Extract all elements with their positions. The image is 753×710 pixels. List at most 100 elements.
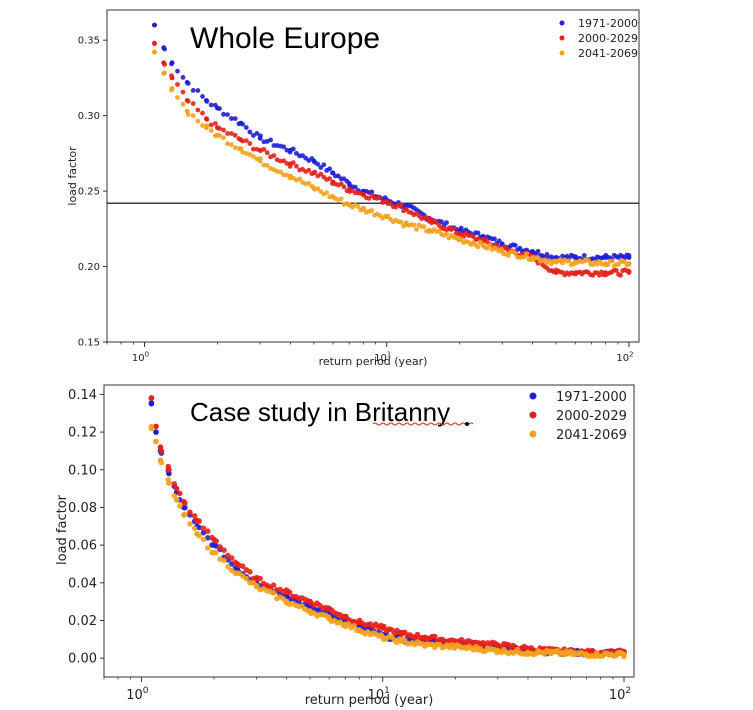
data-point [152, 49, 157, 55]
data-point [475, 645, 482, 652]
data-point [283, 598, 290, 605]
data-point [326, 606, 333, 612]
data-point [414, 226, 419, 232]
data-point [553, 259, 559, 265]
data-point [342, 613, 349, 620]
data-point [253, 576, 260, 582]
data-point [225, 563, 231, 570]
data-point [232, 116, 238, 121]
data-point [166, 480, 172, 486]
data-point [204, 98, 209, 103]
data-point [251, 133, 256, 138]
data-point [399, 638, 405, 644]
data-point [208, 102, 214, 108]
data-point [346, 187, 352, 193]
data-point [384, 214, 390, 220]
data-point [512, 242, 518, 248]
data-point [148, 401, 155, 407]
data-point [181, 499, 187, 505]
data-point [495, 647, 501, 654]
x-tick-label: 102 [609, 686, 631, 703]
data-point [247, 141, 253, 146]
data-point [586, 258, 591, 263]
data-point [427, 218, 432, 224]
data-point [609, 258, 615, 264]
data-point [432, 633, 438, 640]
data-point [243, 151, 249, 156]
data-point [195, 88, 201, 93]
data-point [153, 429, 159, 435]
data-point [264, 150, 270, 156]
data-point [614, 268, 619, 273]
data-point [427, 227, 432, 233]
data-point [581, 253, 587, 258]
data-point [247, 129, 253, 135]
data-point [257, 147, 263, 153]
data-point [506, 252, 511, 258]
data-point [288, 173, 293, 179]
data-point [213, 121, 218, 126]
data-point [187, 521, 193, 527]
x-axis-label: return period (year) [305, 693, 434, 708]
data-point [264, 162, 270, 168]
data-point [326, 615, 333, 622]
data-point [422, 634, 429, 641]
legend-item: 2000-2029 [529, 409, 627, 424]
data-point [360, 191, 366, 197]
data-point [351, 623, 357, 629]
y-ticks-top: 0.15 0.20 0.25 0.30 0.35 [78, 36, 107, 349]
data-point [171, 493, 178, 499]
data-point [352, 184, 358, 190]
data-point [369, 208, 375, 213]
data-point [161, 60, 167, 66]
data-point [195, 107, 201, 113]
data-point [251, 146, 256, 152]
data-point [360, 206, 366, 212]
scatter-points-bottom [148, 395, 627, 660]
data-point [535, 248, 541, 254]
data-point [229, 142, 234, 148]
data-point [330, 170, 336, 176]
data-point [148, 395, 155, 402]
legend-marker [529, 430, 537, 438]
data-point [398, 203, 404, 208]
data-point [626, 255, 632, 260]
data-point [180, 101, 186, 107]
data-point [315, 186, 321, 192]
data-point [177, 503, 183, 509]
data-point [177, 490, 183, 497]
data-point [307, 598, 313, 605]
data-point [492, 236, 497, 242]
data-point [553, 270, 559, 275]
data-point [525, 649, 531, 656]
data-point [211, 536, 217, 543]
x-tick-label: 100 [126, 686, 149, 703]
data-point [496, 238, 502, 244]
data-point [480, 243, 486, 248]
data-point [225, 112, 230, 117]
data-point [618, 272, 623, 278]
data-point [205, 545, 211, 551]
data-point [190, 113, 196, 118]
data-point [153, 423, 159, 430]
data-point [338, 196, 344, 202]
data-point [330, 179, 336, 185]
data-point [171, 481, 178, 487]
data-point [221, 557, 227, 564]
data-point [247, 152, 253, 157]
data-point [234, 570, 241, 577]
data-point [512, 250, 518, 256]
data-point [557, 257, 563, 262]
data-point [338, 181, 344, 187]
data-point [544, 252, 550, 257]
data-point [221, 127, 226, 133]
data-point [315, 161, 321, 167]
data-point [261, 147, 267, 152]
data-point [208, 122, 214, 128]
cursor-dot [465, 422, 469, 426]
y-tick-label: 0.10 [68, 463, 97, 478]
data-point [553, 255, 559, 260]
data-point [444, 220, 449, 226]
data-point [204, 125, 209, 131]
data-point [205, 528, 211, 534]
